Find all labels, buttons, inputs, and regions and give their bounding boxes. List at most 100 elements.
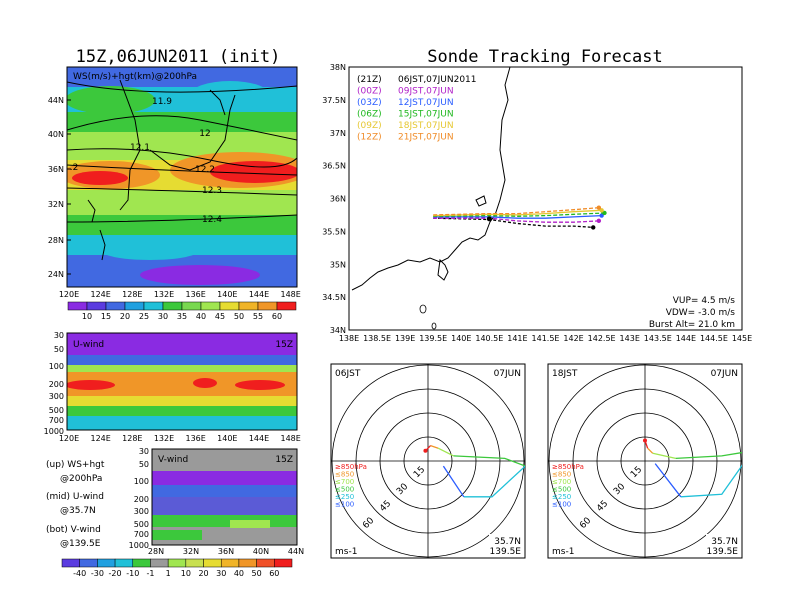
- v-colorbar-tick: 1: [166, 569, 171, 578]
- track-lat-label: 35.5N: [322, 227, 346, 236]
- v-colorbar-swatch: [238, 558, 257, 568]
- hodograph-level-label: ≥850hPa: [335, 463, 367, 471]
- caption-mid: (mid) U-wind: [46, 492, 104, 502]
- track-lat-label: 37.5N: [322, 96, 346, 105]
- track-lon-label: 139.5E: [419, 334, 447, 343]
- hodograph-segment: [647, 447, 654, 454]
- v-wind-lat-label: 40N: [253, 547, 269, 556]
- map-lat-label: 36N: [48, 165, 64, 174]
- v-wind-level-label: 200: [134, 495, 149, 504]
- left-title: 15Z,06JUN2011 (init): [76, 47, 281, 67]
- caption-bot: (bot) V-wind: [46, 525, 101, 535]
- right-title: Sonde Tracking Forecast: [427, 47, 662, 67]
- legend-tag: (06Z): [357, 110, 382, 120]
- u-wind-level-label: 700: [49, 416, 64, 425]
- v-colorbar-swatch: [79, 558, 98, 568]
- v-wind-lat-label: 28N: [148, 547, 164, 556]
- u-wind-lon-label: 144E: [249, 434, 269, 443]
- map-lon-label: 148E: [281, 290, 301, 299]
- map-colorbar-swatch: [200, 301, 221, 311]
- vup-text: VUP= 4.5 m/s: [673, 296, 736, 306]
- map-lat-label: 44N: [48, 96, 64, 105]
- v-colorbar-tick: 50: [252, 569, 262, 578]
- track-end-point: [602, 210, 607, 216]
- u-wind-level-label: 500: [49, 406, 64, 415]
- v-colorbar-tick: -20: [109, 569, 122, 578]
- v-wind-level-label: 300: [134, 507, 149, 516]
- track-lat-label: 37N: [330, 129, 346, 138]
- track-panel: (21Z) 06JST,07JUN2011 (00Z) 09JST,07JUN (03Z…: [322, 63, 752, 343]
- u-wind-lon-label: 124E: [91, 434, 111, 443]
- v-colorbar-tick: -10: [126, 569, 139, 578]
- v-wind-level-label: 50: [139, 460, 149, 469]
- map-colorbar-swatch: [143, 301, 164, 311]
- hodograph-level-label: ≤100: [335, 501, 354, 509]
- v-wind-level-label: 500: [134, 520, 149, 529]
- v-colorbar-swatch: [203, 558, 222, 568]
- v-wind-lat-label: 36N: [218, 547, 234, 556]
- contour-label: .2: [70, 163, 79, 173]
- map-colorbar-swatch: [124, 301, 145, 311]
- map-panel-label: WS(m/s)+hgt(km)@200hPa: [73, 72, 197, 82]
- contour-label: 12: [199, 129, 210, 139]
- track-lat-label: 38N: [330, 63, 346, 72]
- track-line: [433, 207, 599, 216]
- track-line: [433, 209, 602, 217]
- v-colorbar-tick: -1: [146, 569, 154, 578]
- map-colorbar-tick: 45: [215, 312, 225, 321]
- legend-tag: (00Z): [357, 87, 382, 97]
- v-colorbar-swatch: [132, 558, 151, 568]
- v-colorbar-tick: 60: [269, 569, 279, 578]
- hodograph-segment: [652, 452, 676, 460]
- hodograph-level-label: ≥850hPa: [552, 463, 584, 471]
- track-lon-label: 139E: [395, 334, 415, 343]
- hodograph-level-label: ≤500: [552, 486, 571, 494]
- caption-up2: @200hPa: [60, 474, 102, 484]
- map-colorbar: 10 15 20 25 30 35 40 45 50 55 60: [67, 301, 297, 321]
- track-lon-label: 138E: [339, 334, 359, 343]
- map-colorbar-swatch: [181, 301, 202, 311]
- track-lon-label: 141.5E: [532, 334, 560, 343]
- legend-entry: 15JST,07JUN: [398, 110, 454, 120]
- u-wind-lon-label: 132E: [154, 434, 174, 443]
- u-wind-lon-label: 148E: [281, 434, 301, 443]
- hodograph-date: 07JUN: [711, 369, 738, 379]
- track-lat-label: 36.5N: [322, 162, 346, 171]
- v-colorbar-tick: 10: [181, 569, 191, 578]
- hodograph-segment: [680, 464, 742, 498]
- legend-entry: 21JST,07JUN: [398, 133, 454, 143]
- hodograph-title: 06JST: [335, 369, 361, 379]
- map-lon-label: 140E: [217, 290, 237, 299]
- contour-label: 11.9: [152, 97, 172, 107]
- v-colorbar-swatch: [220, 558, 240, 568]
- track-lon-label: 143E: [620, 334, 640, 343]
- u-wind-level-label: 50: [54, 345, 64, 354]
- hodograph-unit: ms-1: [335, 547, 357, 557]
- legend-tag: (21Z): [357, 75, 382, 85]
- contour-label: 12.1: [130, 143, 150, 153]
- map-colorbar-swatch: [105, 301, 126, 311]
- map-colorbar-tick: 35: [177, 312, 187, 321]
- u-wind-level-label: 100: [49, 362, 64, 371]
- u-wind-level-label: 300: [49, 392, 64, 401]
- hodograph-segment: [675, 451, 742, 460]
- map-lon-label: 132E: [154, 290, 174, 299]
- u-wind-time: 15Z: [275, 340, 293, 350]
- hodograph-title: 18JST: [552, 369, 578, 379]
- hodograph-level-label: ≤100: [552, 501, 571, 509]
- map-colorbar-swatch: [86, 301, 107, 311]
- hodograph-segment: [654, 463, 682, 498]
- map-colorbar-swatch: [67, 301, 88, 311]
- map-lat-label: 32N: [48, 200, 64, 209]
- map-lat-label: 28N: [48, 236, 64, 245]
- hodograph-level-label: ≤700: [335, 478, 354, 486]
- legend-entry: 12JST,07JUN: [398, 98, 454, 108]
- hodograph-start: [643, 438, 647, 443]
- v-wind-lat-label: 32N: [183, 547, 199, 556]
- hodograph-start: [423, 448, 428, 453]
- v-colorbar-tick: 40: [234, 569, 244, 578]
